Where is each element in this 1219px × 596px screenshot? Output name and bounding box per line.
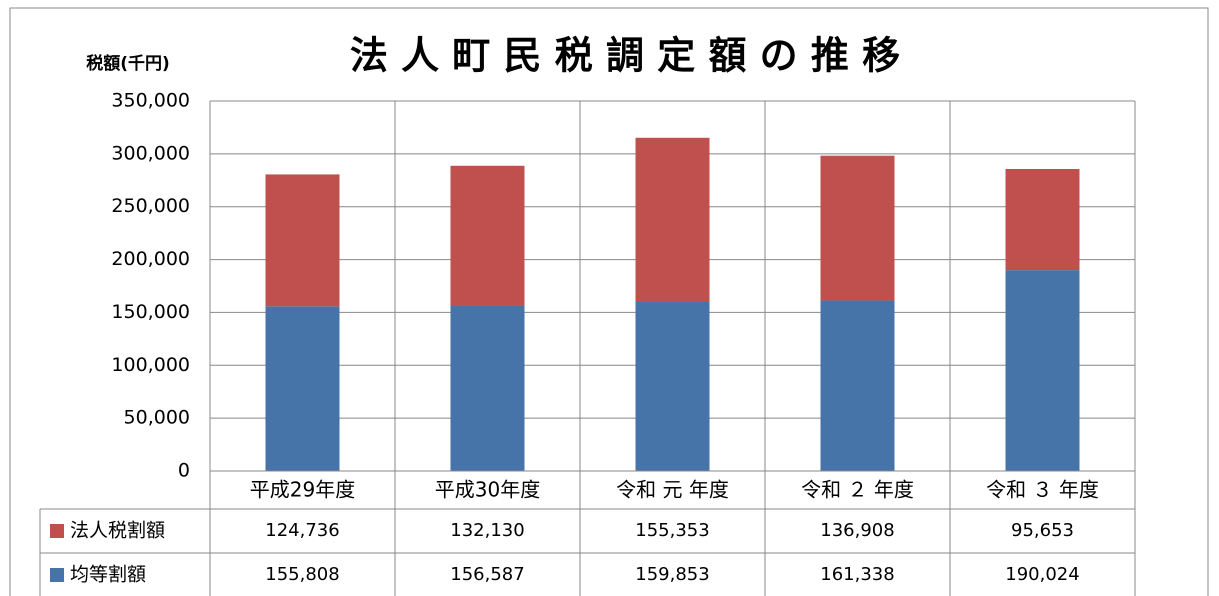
table-value: 159,853 xyxy=(635,564,709,585)
table-value: 132,130 xyxy=(450,520,524,541)
bar-segment xyxy=(635,302,710,471)
table-value: 155,353 xyxy=(635,520,709,541)
bar-segment xyxy=(450,165,525,306)
bar-segment xyxy=(1005,270,1080,471)
legend-key xyxy=(50,568,64,582)
chart-title: 法 人 町 民 税 調 定 額 の 推 移 xyxy=(350,34,900,78)
table-value: 155,808 xyxy=(265,564,339,585)
y-tick-label: 0 xyxy=(178,460,190,482)
y-tick-label: 150,000 xyxy=(111,301,190,323)
bar-segment xyxy=(1005,168,1080,271)
bar-segment xyxy=(820,300,895,471)
bar-segment xyxy=(265,306,340,471)
y-axis-label: 税額(千円) xyxy=(86,53,170,74)
x-tick-label: 令和 元 年度 xyxy=(616,478,729,502)
bar-segment xyxy=(635,137,710,303)
x-tick-label: 平成29年度 xyxy=(250,478,355,502)
x-tick-label: 平成30年度 xyxy=(435,478,540,502)
x-tick-label: 令和 ３ 年度 xyxy=(986,478,1099,502)
table-value: 124,736 xyxy=(265,520,339,541)
y-tick-label: 50,000 xyxy=(124,407,190,429)
y-tick-label: 300,000 xyxy=(111,142,190,164)
bar-segment xyxy=(450,305,525,471)
legend-key xyxy=(50,524,64,538)
y-tick-label: 100,000 xyxy=(111,354,190,376)
table-value: 136,908 xyxy=(820,520,894,541)
y-tick-label: 350,000 xyxy=(111,90,190,112)
table-value: 190,024 xyxy=(1005,564,1079,585)
table-value: 95,653 xyxy=(1011,520,1074,541)
bar-segment xyxy=(265,174,340,307)
legend-label: 均等割額 xyxy=(70,564,146,586)
y-tick-label: 200,000 xyxy=(111,248,190,270)
table-value: 156,587 xyxy=(450,564,524,585)
legend-label: 法人税割額 xyxy=(70,520,165,542)
x-tick-label: 令和 ２ 年度 xyxy=(801,478,914,502)
y-tick-label: 250,000 xyxy=(111,195,190,217)
table-value: 161,338 xyxy=(820,564,894,585)
bar-segment xyxy=(820,155,895,301)
